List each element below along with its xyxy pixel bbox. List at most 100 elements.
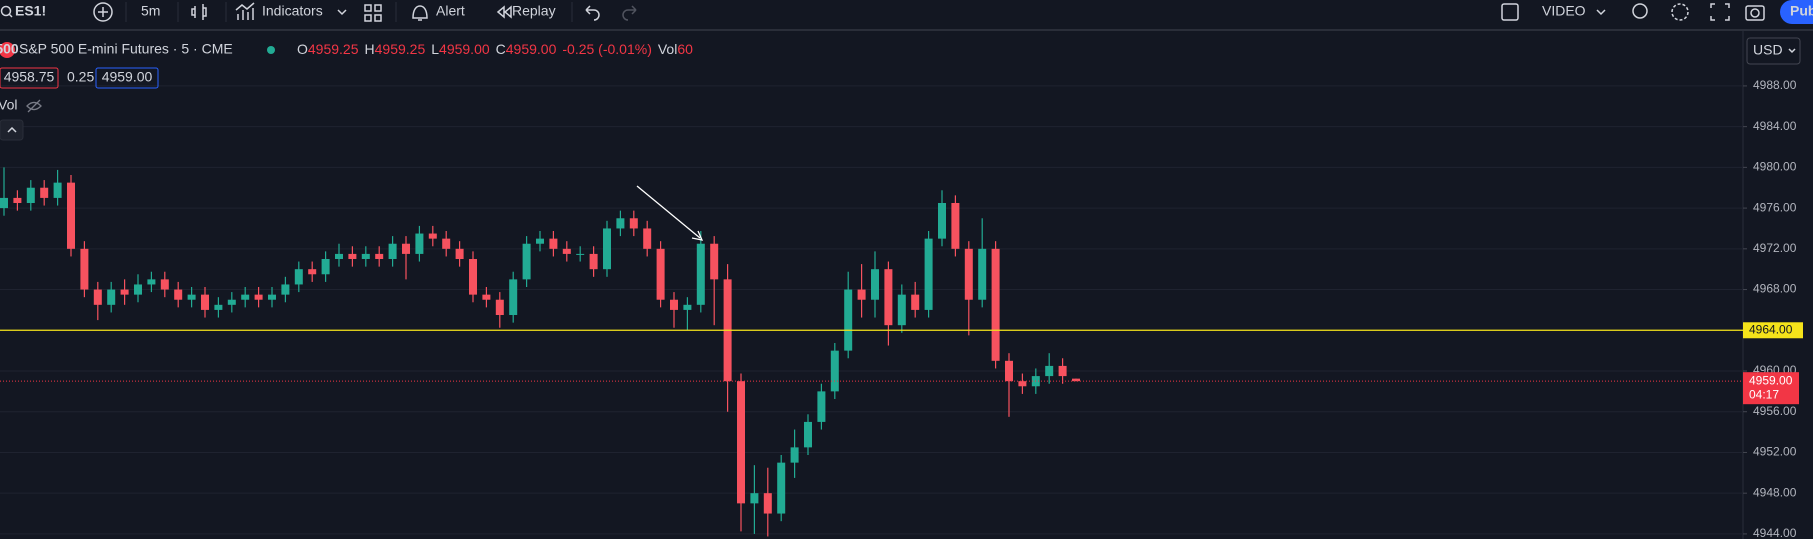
candle-body bbox=[938, 203, 946, 239]
caret-up bbox=[7, 126, 17, 133]
dropdown-chevron[interactable] bbox=[337, 9, 347, 16]
candle-body bbox=[777, 462, 786, 514]
candle-body bbox=[897, 294, 906, 326]
candle-body bbox=[911, 294, 920, 310]
layout-button[interactable] bbox=[364, 4, 382, 22]
last-price-box bbox=[1743, 372, 1799, 405]
checkbox[interactable] bbox=[1501, 3, 1519, 21]
candle-body bbox=[1005, 360, 1013, 382]
candle-body bbox=[107, 289, 116, 305]
collapse-button[interactable] bbox=[0, 119, 24, 141]
candle-body bbox=[576, 253, 585, 255]
bid-box[interactable] bbox=[0, 67, 59, 89]
candle-body bbox=[214, 304, 223, 310]
candle-body bbox=[241, 294, 250, 300]
chart-type-button[interactable] bbox=[191, 4, 207, 20]
fullscreen-button[interactable] bbox=[1710, 3, 1730, 21]
currency-box[interactable] bbox=[1746, 37, 1801, 65]
candle-body bbox=[857, 289, 866, 300]
candle-body bbox=[536, 238, 544, 244]
indicators-button[interactable]: Indicators bbox=[262, 3, 323, 19]
replay-button[interactable]: Replay bbox=[512, 3, 556, 19]
symbol[interactable]: ES1! bbox=[15, 3, 46, 19]
ask[interactable]: 4959.00 bbox=[102, 69, 153, 85]
candle-body bbox=[0, 197, 8, 209]
candle-body bbox=[509, 279, 518, 315]
publish-label[interactable]: Pub bbox=[1790, 3, 1813, 19]
bid[interactable]: 4958.75 bbox=[4, 69, 55, 85]
ohlc-value: 4959.25 bbox=[375, 41, 426, 57]
publish-button[interactable] bbox=[1780, 0, 1813, 24]
candle-body bbox=[67, 182, 75, 249]
candle-body bbox=[616, 218, 625, 229]
ohlc-value: 4959.25 bbox=[308, 41, 359, 57]
compare-button[interactable] bbox=[93, 2, 113, 22]
candle-body bbox=[884, 269, 893, 326]
legend-title[interactable]: S&P 500 E-mini Futures · 5 · CME bbox=[19, 41, 233, 57]
spread: 0.25 bbox=[67, 69, 94, 85]
candle-body bbox=[844, 289, 853, 351]
candle-body bbox=[201, 294, 209, 310]
candle-body bbox=[134, 284, 142, 295]
candle-body bbox=[375, 253, 384, 259]
candle-body bbox=[871, 269, 879, 300]
quick-search-button[interactable] bbox=[1632, 3, 1648, 19]
candle-body bbox=[13, 197, 22, 203]
search-icon[interactable] bbox=[0, 5, 12, 17]
candle-body bbox=[562, 248, 571, 254]
plus-icon bbox=[98, 7, 108, 17]
alert-button[interactable]: Alert bbox=[436, 3, 465, 19]
y-tick-label: 4988.00 bbox=[1753, 78, 1797, 92]
ohlc-value: 4959.00 bbox=[439, 41, 490, 57]
currency[interactable]: USD bbox=[1753, 42, 1783, 58]
ask-box[interactable] bbox=[95, 67, 159, 89]
candle-body bbox=[656, 248, 665, 300]
hidden-eye-icon[interactable] bbox=[26, 99, 42, 113]
video-label[interactable]: VIDEO bbox=[1542, 3, 1586, 19]
candle-body bbox=[763, 493, 772, 514]
candle-body bbox=[589, 253, 598, 270]
symbol-badge bbox=[0, 42, 15, 58]
candle-body bbox=[361, 253, 370, 259]
candle-body bbox=[40, 187, 49, 198]
undo-button[interactable] bbox=[585, 5, 600, 21]
candle-body bbox=[696, 243, 705, 305]
candle-body bbox=[549, 238, 558, 249]
candle-body bbox=[294, 269, 303, 285]
candle-body bbox=[804, 421, 812, 448]
ohlc-key: H bbox=[365, 41, 375, 57]
market-status[interactable] bbox=[267, 46, 275, 54]
y-tick-label: 4956.00 bbox=[1753, 404, 1797, 418]
settings-button[interactable] bbox=[1671, 3, 1689, 21]
candle-body bbox=[93, 289, 102, 305]
indicators-icon bbox=[235, 2, 255, 20]
candle-body bbox=[174, 289, 183, 300]
currency-chevron bbox=[1788, 48, 1796, 54]
ohlc-legend: O4959.25 H4959.25 L4959.00 C4959.00 -0.25 (-… bbox=[297, 41, 693, 57]
bar-countdown: 04:17 bbox=[1749, 387, 1779, 401]
y-tick-label: 4976.00 bbox=[1753, 200, 1797, 214]
candle-body bbox=[951, 203, 960, 249]
candle-body bbox=[495, 299, 504, 315]
candle-body bbox=[924, 238, 933, 310]
ohlc-key: O bbox=[297, 41, 308, 57]
redo-button[interactable] bbox=[622, 5, 637, 21]
interval[interactable]: 5m bbox=[141, 3, 160, 19]
y-tick-label: 4944.00 bbox=[1753, 526, 1797, 539]
volume-indicator-label[interactable]: Vol bbox=[0, 97, 17, 113]
plot-area bbox=[0, 85, 1743, 537]
candle-body bbox=[991, 248, 1000, 361]
y-tick-label: 4980.00 bbox=[1753, 160, 1797, 174]
candle-body bbox=[670, 299, 678, 310]
y-tick-label: 4968.00 bbox=[1753, 282, 1797, 296]
volume-key: Vol bbox=[658, 41, 677, 57]
candle-body bbox=[254, 294, 263, 300]
replay-icon bbox=[496, 5, 512, 19]
candle-body bbox=[964, 248, 973, 300]
arrow-drawing[interactable] bbox=[636, 185, 701, 239]
dropdown-chevron[interactable] bbox=[1596, 9, 1606, 16]
snapshot-button[interactable] bbox=[1745, 5, 1765, 21]
snapshot-lens bbox=[1750, 8, 1760, 18]
candle-body bbox=[281, 284, 290, 295]
